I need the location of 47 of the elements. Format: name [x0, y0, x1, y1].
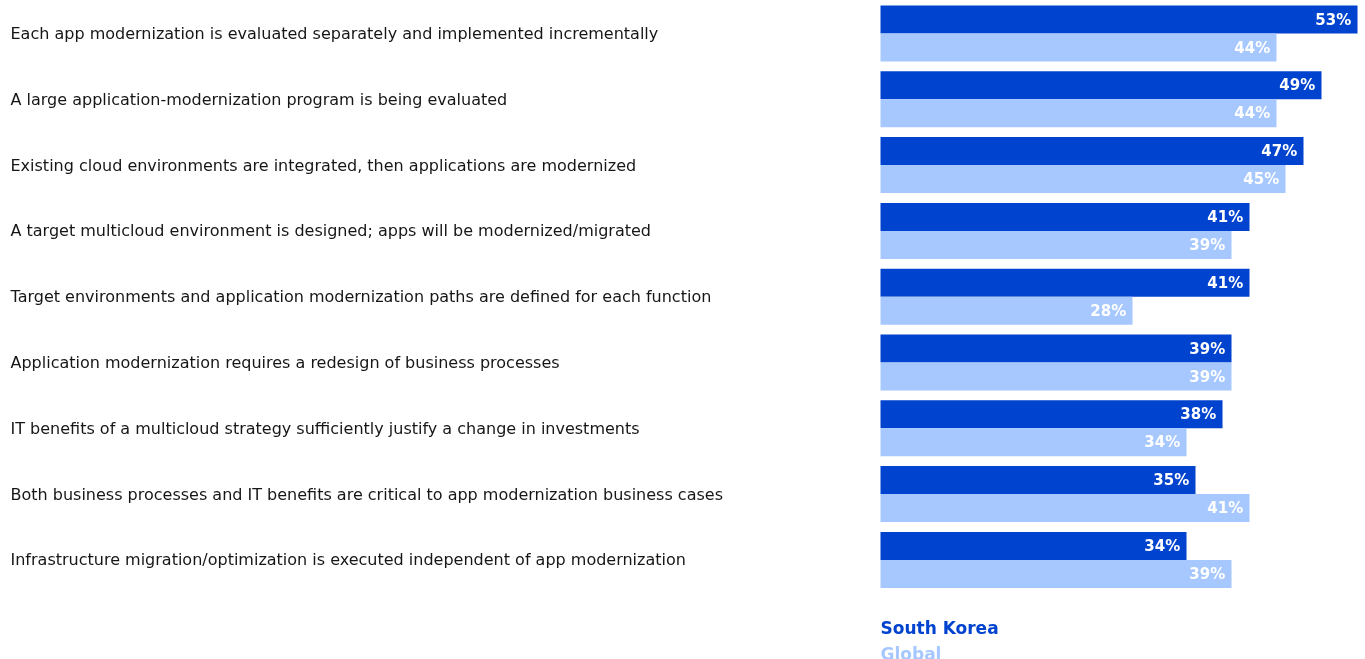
bar	[880, 137, 1304, 166]
y-tick-label: Each app modernization is evaluated separately and implemented incrementally	[10, 24, 659, 43]
y-tick-label: Application modernization requires a redesign of business processes	[10, 353, 560, 372]
text: South Korea	[880, 617, 999, 638]
bar	[880, 5, 1358, 34]
data-label: 53%	[1315, 10, 1352, 29]
y-tick-label: IT benefits of a multicloud strategy sufficiently justify a change in investments	[10, 418, 640, 438]
data-label: 44%	[1234, 38, 1271, 57]
data-label: 38%	[1180, 405, 1217, 424]
data-label: 45%	[1243, 170, 1280, 189]
data-label: 41%	[1207, 207, 1244, 226]
y-tick-label: Infrastructure migration/optimization is executed independent of app modernization	[10, 550, 686, 570]
data-label: 34%	[1144, 433, 1181, 452]
text: Global	[880, 643, 942, 659]
data-label: 41%	[1207, 273, 1244, 292]
y-tick-label: Both business processes and IT benefits are critical to app modernization business cases	[10, 484, 723, 504]
y-tick-label: Target environments and application modernization paths are defined for each function	[9, 287, 712, 307]
data-label: 35%	[1153, 471, 1190, 490]
bar	[880, 71, 1322, 100]
data-label: 44%	[1234, 104, 1271, 123]
y-tick-label: A large application-modernization program is being evaluated	[10, 89, 508, 109]
bar	[880, 334, 1232, 363]
bar	[880, 165, 1286, 194]
data-label: 39%	[1189, 367, 1226, 386]
bar	[880, 33, 1277, 62]
bar	[880, 494, 1250, 523]
bar	[880, 362, 1232, 391]
data-label: 34%	[1144, 536, 1181, 555]
data-label: 41%	[1207, 499, 1244, 518]
bar	[880, 296, 1133, 325]
data-label: 49%	[1279, 76, 1316, 95]
bar	[880, 202, 1250, 231]
bar	[880, 400, 1223, 429]
y-tick-label: Existing cloud environments are integrated, then applications are modernized	[10, 155, 637, 175]
bar	[880, 428, 1187, 457]
bar	[880, 531, 1187, 560]
bar	[880, 230, 1232, 259]
data-label: 39%	[1189, 564, 1226, 583]
bar	[880, 99, 1277, 128]
data-label: 39%	[1189, 339, 1226, 358]
bar	[880, 559, 1232, 588]
data-label: 28%	[1090, 301, 1127, 320]
bar	[880, 268, 1250, 297]
bar	[880, 466, 1196, 495]
data-label: 39%	[1189, 235, 1226, 254]
data-label: 47%	[1261, 142, 1298, 161]
y-tick-label: A target multicloud environment is designed; apps will be modernized/migrated	[10, 221, 651, 241]
